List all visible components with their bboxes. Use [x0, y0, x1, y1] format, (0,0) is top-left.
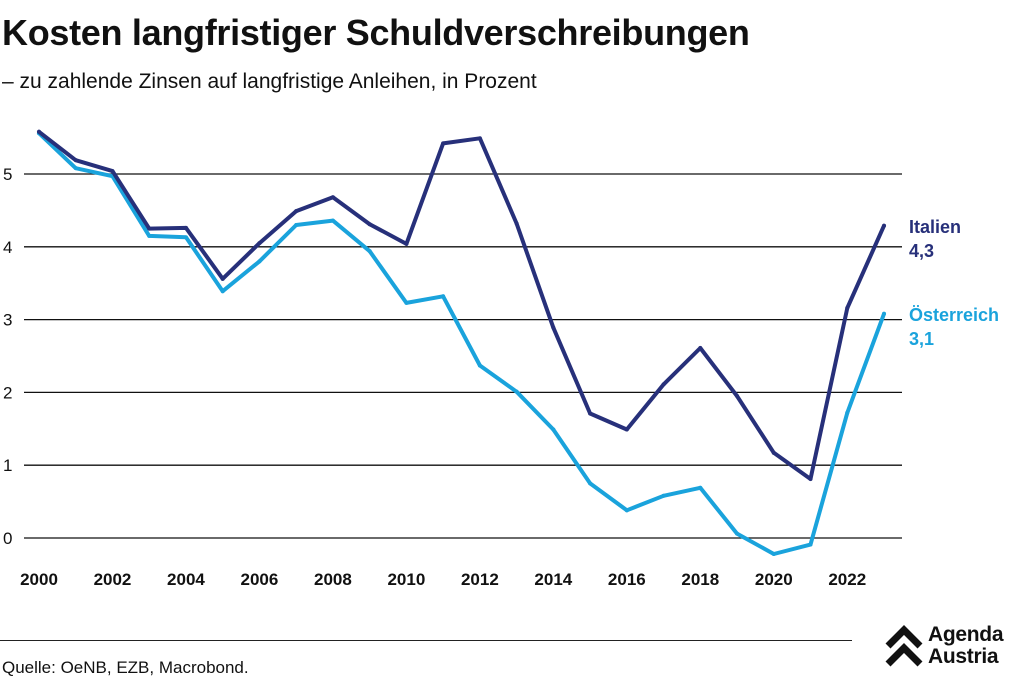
data-point — [294, 222, 299, 227]
y-tick-label: 1 — [3, 456, 12, 475]
x-tick-label: 2020 — [755, 570, 793, 589]
data-point — [220, 276, 225, 281]
y-tick-label: 5 — [3, 165, 12, 184]
y-tick-label: 4 — [3, 238, 12, 257]
data-point — [73, 166, 78, 171]
data-point — [147, 226, 152, 231]
y-tick-label: 0 — [3, 529, 12, 548]
x-tick-label: 2004 — [167, 570, 205, 589]
data-point — [294, 209, 299, 214]
data-point — [661, 382, 666, 387]
series-end-value-label: 3,1 — [909, 329, 934, 349]
data-point — [845, 305, 850, 310]
data-point — [37, 129, 41, 134]
data-point — [257, 259, 262, 264]
data-point — [147, 233, 152, 238]
data-point — [808, 542, 813, 547]
chart-subtitle: – zu zahlende Zinsen auf langfristige An… — [2, 70, 537, 93]
data-point — [477, 363, 482, 368]
data-point — [514, 389, 519, 394]
gridlines — [24, 173, 902, 539]
data-point — [624, 508, 629, 513]
series-name-label: Österreich — [909, 305, 999, 325]
series-line — [37, 129, 886, 481]
series-lines — [37, 129, 886, 557]
data-point — [477, 136, 482, 141]
data-point — [588, 411, 593, 416]
data-point — [220, 289, 225, 294]
data-point — [441, 141, 446, 146]
data-point — [73, 158, 78, 163]
chevron-logo-icon — [885, 625, 923, 667]
data-point — [845, 410, 850, 415]
x-tick-label: 2012 — [461, 570, 499, 589]
series-end-value-label: 4,3 — [909, 241, 934, 261]
x-tick-label: 2000 — [20, 570, 58, 589]
data-point — [735, 394, 740, 399]
data-point — [698, 345, 703, 350]
source-note: Quelle: OeNB, EZB, Macrobond. — [2, 658, 249, 677]
data-point — [257, 241, 262, 246]
data-point — [698, 485, 703, 490]
x-tick-label: 2008 — [314, 570, 352, 589]
data-point — [551, 427, 556, 432]
x-tick-label: 2010 — [387, 570, 425, 589]
data-point — [551, 325, 556, 330]
data-point — [441, 294, 446, 299]
data-point — [735, 531, 740, 536]
y-tick-label: 2 — [3, 383, 12, 402]
data-point — [882, 311, 886, 316]
y-tick-label: 3 — [3, 311, 12, 330]
x-axis-ticks: 2000 2002 2004 2006 2008 2010 2012 2014 2016 2018… — [20, 570, 866, 589]
data-point — [367, 249, 372, 254]
y-axis-ticks: 0 1 2 3 4 5 — [3, 165, 12, 548]
data-point — [330, 218, 335, 223]
data-point — [882, 223, 886, 228]
series-line — [37, 131, 886, 556]
data-point — [367, 222, 372, 227]
data-point — [771, 552, 776, 557]
agenda-austria-logo: Agenda Austria — [884, 622, 1024, 672]
data-point — [183, 235, 188, 240]
data-point — [330, 195, 335, 200]
data-point — [808, 477, 813, 482]
data-point — [624, 427, 629, 432]
logo-line-2: Austria — [928, 645, 999, 668]
logo-line-1: Agenda — [928, 623, 1004, 646]
x-tick-label: 2002 — [94, 570, 132, 589]
data-point — [183, 225, 188, 230]
x-tick-label: 2016 — [608, 570, 646, 589]
footer-divider — [0, 640, 852, 641]
x-tick-label: 2022 — [828, 570, 866, 589]
data-point — [404, 241, 409, 246]
x-tick-label: 2006 — [241, 570, 279, 589]
data-point — [110, 169, 115, 174]
data-point — [661, 493, 666, 498]
x-tick-label: 2018 — [681, 570, 719, 589]
chart-title: Kosten langfristiger Schuldverschreibung… — [2, 12, 750, 53]
logo-wordmark: Agenda Austria — [928, 623, 1004, 668]
data-point — [404, 300, 409, 305]
series-end-labels: Italien 4,3 Österreich 3,1 — [909, 217, 999, 349]
data-point — [771, 450, 776, 455]
series-name-label: Italien — [909, 217, 961, 237]
data-point — [514, 221, 519, 226]
data-point — [588, 481, 593, 486]
x-tick-label: 2014 — [534, 570, 572, 589]
